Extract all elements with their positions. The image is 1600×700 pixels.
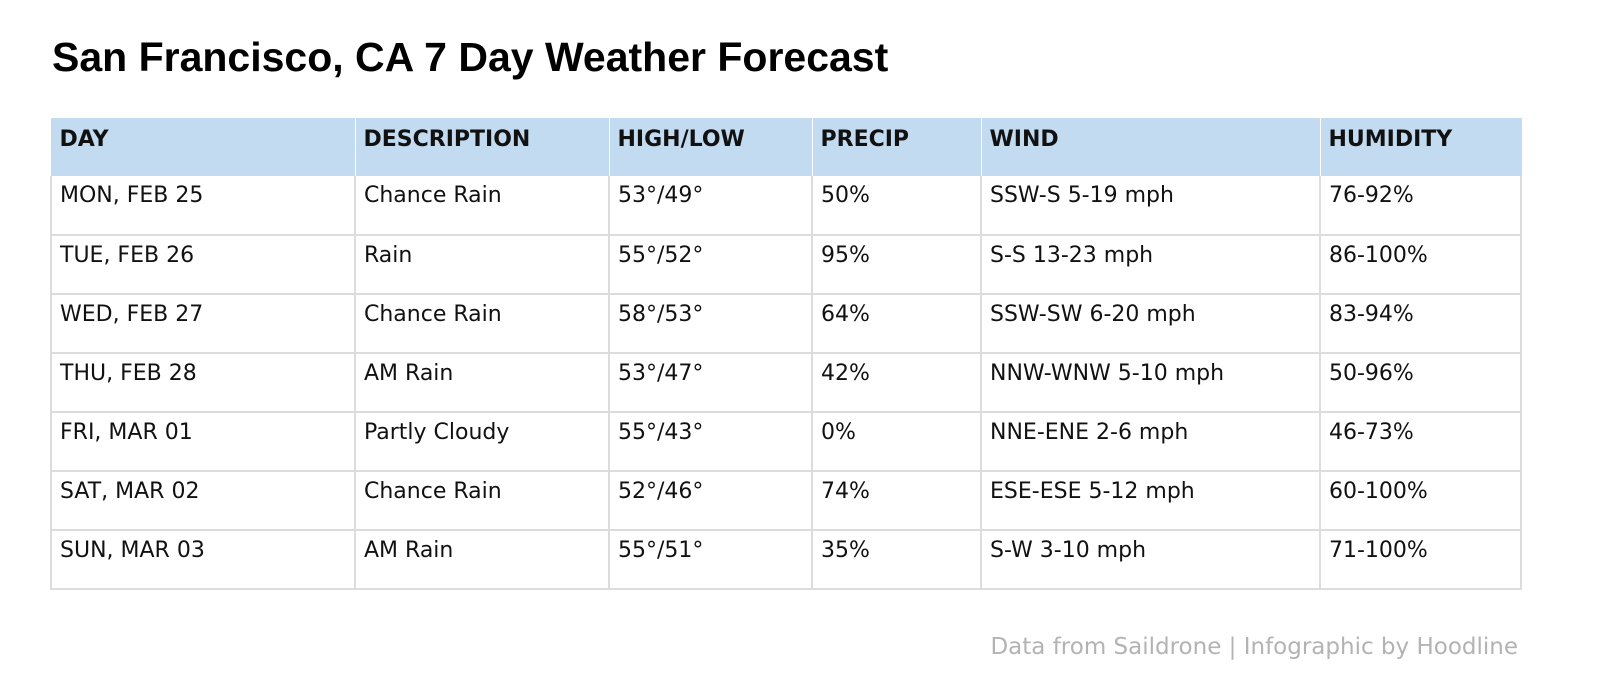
column-header-wind: WIND [980,118,1321,176]
cell-wind: NNE-ENE 2-6 mph [980,411,1321,472]
cell-precip: 42% [811,352,982,413]
cell-precip: 74% [811,470,982,531]
cell-high-low: 58°/53° [608,293,813,354]
cell-high-low: 55°/52° [608,234,813,295]
table-row: FRI, MAR 01 Partly Cloudy 55°/43° 0% NNE… [50,411,1522,472]
cell-day: SAT, MAR 02 [50,470,356,531]
cell-day: SUN, MAR 03 [50,529,356,590]
cell-wind: SSW-S 5-19 mph [980,176,1321,236]
cell-day: WED, FEB 27 [50,293,356,354]
cell-day: MON, FEB 25 [50,176,356,236]
column-header-description: DESCRIPTION [354,118,610,176]
cell-precip: 0% [811,411,982,472]
source-credit: Data from Saildrone | Infographic by Hoo… [990,634,1518,660]
cell-precip: 35% [811,529,982,590]
cell-humidity: 83-94% [1319,293,1522,354]
cell-humidity: 71-100% [1319,529,1522,590]
cell-humidity: 50-96% [1319,352,1522,413]
cell-description: Chance Rain [354,176,610,236]
cell-humidity: 60-100% [1319,470,1522,531]
cell-description: Chance Rain [354,293,610,354]
page-title: San Francisco, CA 7 Day Weather Forecast [52,34,889,80]
cell-high-low: 52°/46° [608,470,813,531]
cell-description: Partly Cloudy [354,411,610,472]
cell-description: Chance Rain [354,470,610,531]
cell-day: TUE, FEB 26 [50,234,356,295]
cell-high-low: 53°/47° [608,352,813,413]
cell-day: THU, FEB 28 [50,352,356,413]
cell-day: FRI, MAR 01 [50,411,356,472]
column-header-humidity: HUMIDITY [1319,118,1522,176]
cell-wind: NNW-WNW 5-10 mph [980,352,1321,413]
table-row: MON, FEB 25 Chance Rain 53°/49° 50% SSW-… [50,176,1522,236]
table-row: SUN, MAR 03 AM Rain 55°/51° 35% S-W 3-10… [50,529,1522,590]
cell-high-low: 55°/51° [608,529,813,590]
cell-description: Rain [354,234,610,295]
cell-precip: 95% [811,234,982,295]
cell-wind: ESE-ESE 5-12 mph [980,470,1321,531]
column-header-day: DAY [50,118,356,176]
cell-high-low: 55°/43° [608,411,813,472]
table-row: TUE, FEB 26 Rain 55°/52° 95% S-S 13-23 m… [50,234,1522,295]
table-header-row: DAY DESCRIPTION HIGH/LOW PRECIP WIND HUM… [50,118,1522,176]
cell-humidity: 46-73% [1319,411,1522,472]
cell-description: AM Rain [354,529,610,590]
cell-precip: 50% [811,176,982,236]
table-row: WED, FEB 27 Chance Rain 58°/53° 64% SSW-… [50,293,1522,354]
table-row: SAT, MAR 02 Chance Rain 52°/46° 74% ESE-… [50,470,1522,531]
cell-precip: 64% [811,293,982,354]
cell-wind: S-S 13-23 mph [980,234,1321,295]
cell-humidity: 76-92% [1319,176,1522,236]
cell-wind: S-W 3-10 mph [980,529,1321,590]
cell-humidity: 86-100% [1319,234,1522,295]
forecast-table: DAY DESCRIPTION HIGH/LOW PRECIP WIND HUM… [50,118,1522,590]
column-header-high-low: HIGH/LOW [608,118,813,176]
cell-description: AM Rain [354,352,610,413]
cell-wind: SSW-SW 6-20 mph [980,293,1321,354]
column-header-precip: PRECIP [811,118,982,176]
table-row: THU, FEB 28 AM Rain 53°/47° 42% NNW-WNW … [50,352,1522,413]
cell-high-low: 53°/49° [608,176,813,236]
